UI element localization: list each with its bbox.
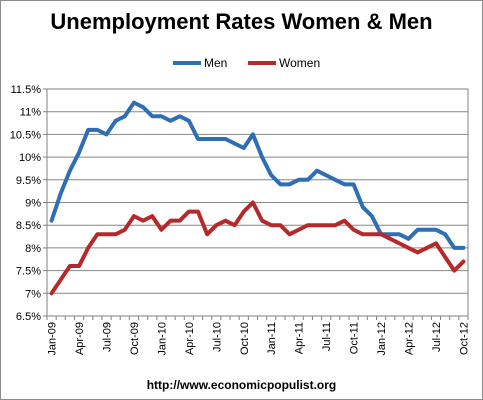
x-tick-label: Oct-10 (239, 322, 251, 355)
chart-title: Unemployment Rates Women & Men (50, 9, 433, 34)
y-tick-label: 8% (25, 243, 41, 255)
series-line-men (49, 100, 466, 250)
y-tick-label: 8.5% (16, 220, 41, 232)
y-tick-label: 9.5% (16, 175, 41, 187)
x-tick-label: Apr-12 (404, 322, 416, 355)
y-tick-label: 7% (25, 288, 41, 300)
y-axis-ticks: 6.5% 7% 7.5% 8% 8.5% 9% 9.5% 10% 10.5% 11% 11.5% (10, 84, 47, 323)
x-tick-label: Jul-09 (101, 322, 113, 352)
x-tick-label: Jan-09 (47, 322, 59, 356)
x-tick-label: Jan-11 (266, 322, 278, 355)
x-axis-ticks: Jan-09 Apr-09 Jul-09 Oct-09 Jan-10 Apr-10 Jul-… (46, 316, 470, 356)
x-tick-label: Jul-11 (321, 322, 333, 351)
legend: Men Women (173, 56, 320, 70)
x-tick-label: Jul-12 (431, 322, 443, 352)
series-lines (49, 100, 466, 296)
x-tick-label: Apr-09 (74, 322, 86, 355)
y-tick-label: 6.5% (16, 311, 41, 323)
source-credit: http://www.economicpopulist.org (146, 378, 337, 392)
y-tick-label: 11.5% (11, 84, 42, 96)
y-tick-label: 10% (19, 152, 41, 164)
y-tick-label: 9% (25, 198, 41, 210)
y-tick-label: 10.5% (10, 129, 41, 141)
x-tick-label: Jan-10 (156, 322, 168, 356)
y-tick-label: 11% (20, 107, 41, 119)
x-tick-label: Jul-10 (211, 322, 223, 352)
x-tick-label: Jan-12 (376, 322, 388, 356)
gridlines (47, 88, 468, 317)
legend-label-men: Men (204, 56, 227, 70)
y-tick-label: 7.5% (16, 266, 41, 278)
x-tick-label: Oct-12 (458, 322, 470, 355)
x-tick-label: Oct-09 (129, 322, 141, 355)
x-tick-label: Apr-10 (184, 322, 196, 355)
legend-label-women: Women (279, 56, 320, 70)
x-tick-label: Oct-11 (349, 322, 361, 354)
series-line-women (49, 200, 466, 296)
x-tick-label: Apr-11 (294, 322, 306, 354)
